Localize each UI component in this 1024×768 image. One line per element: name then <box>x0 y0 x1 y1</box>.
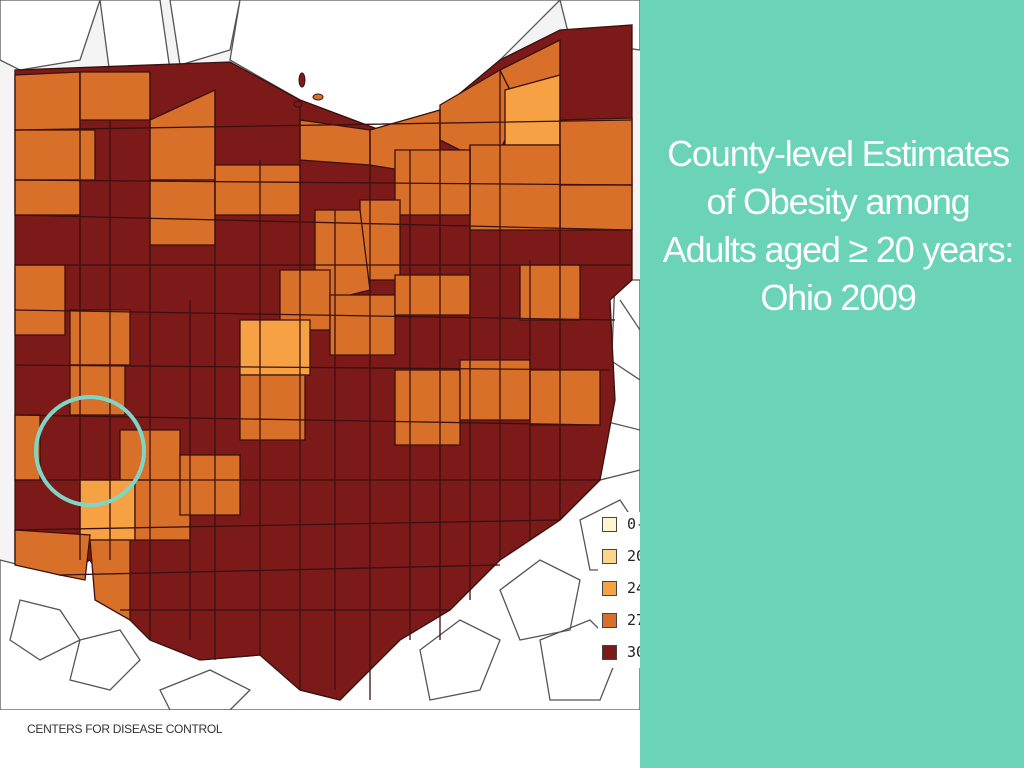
legend-label: 30.9+ <box>627 643 640 661</box>
legend-item: 0-19.9 <box>598 512 640 536</box>
legend-item: 30.9+ <box>598 640 640 664</box>
legend-label: 27.3-30.8 <box>627 611 640 629</box>
legend-item: 20.0-24.1 <box>598 544 640 568</box>
legend-swatch <box>602 580 617 596</box>
legend-label: 20.0-24.1 <box>627 547 640 565</box>
ohio-county-map <box>0 0 640 710</box>
legend-swatch <box>602 516 617 532</box>
highlight-circle <box>34 395 146 507</box>
footer-area <box>0 710 640 768</box>
title-panel: County-level Estimates of Obesity among … <box>640 0 1024 768</box>
lake-islands <box>293 72 324 108</box>
ohio-counties <box>14 24 633 701</box>
legend-swatch <box>602 612 617 628</box>
legend-swatch <box>602 548 617 564</box>
legend-label: 24.2-27.2 <box>627 579 640 597</box>
legend-swatch <box>602 644 617 660</box>
legend-item: 27.3-30.8 <box>598 608 640 632</box>
legend-label: 0-19.9 <box>627 515 640 533</box>
source-credit: CENTERS FOR DISEASE CONTROL <box>27 722 223 736</box>
map-legend: 0-19.9 20.0-24.1 24.2-27.2 27.3-30.8 30.… <box>598 512 640 668</box>
map-panel: 0-19.9 20.0-24.1 24.2-27.2 27.3-30.8 30.… <box>0 0 640 710</box>
legend-item: 24.2-27.2 <box>598 576 640 600</box>
slide-title: County-level Estimates of Obesity among … <box>662 133 1015 318</box>
